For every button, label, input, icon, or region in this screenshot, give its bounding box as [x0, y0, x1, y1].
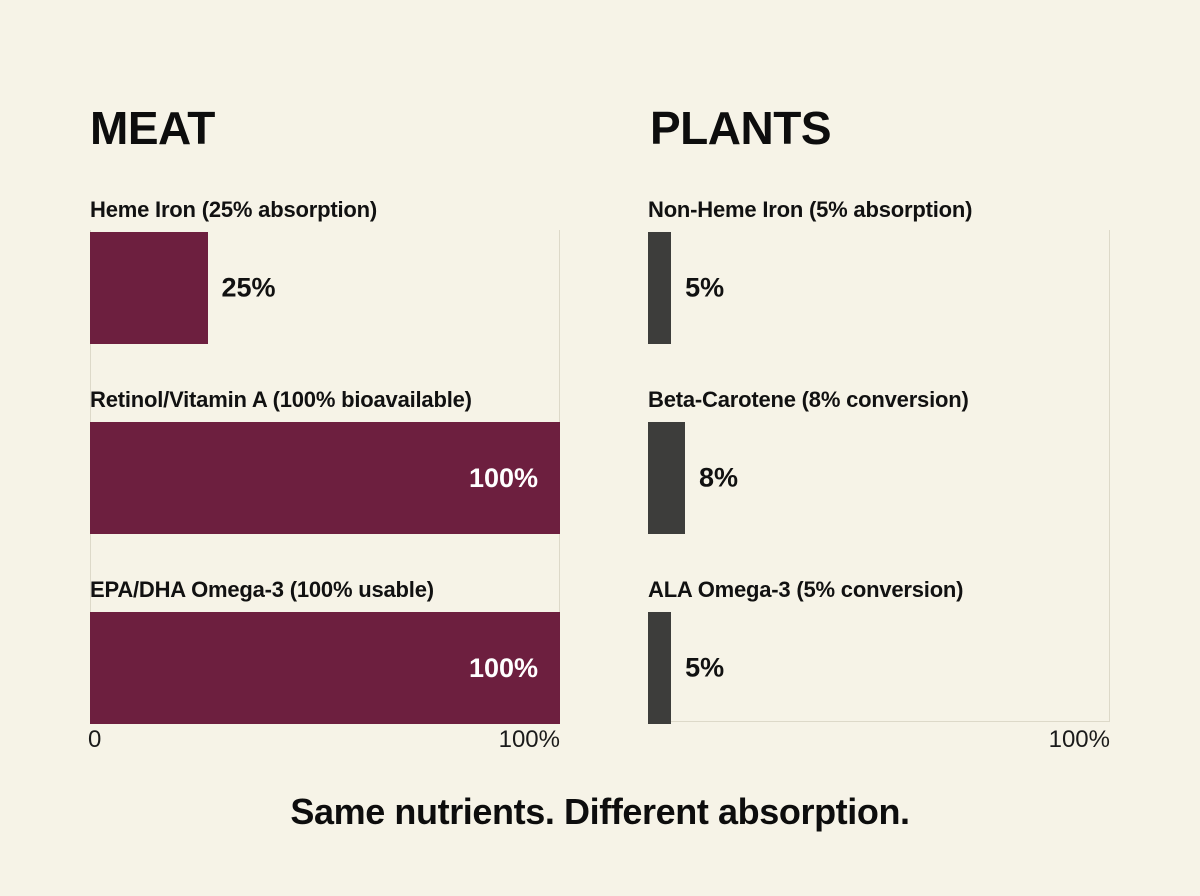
bar-value-label-outside: 25%: [221, 272, 276, 303]
bar-non-heme-iron: [648, 232, 672, 344]
bar-row: Beta-Carotene (8% conversion) 8%: [648, 387, 1110, 534]
bar-heme-iron: [90, 232, 208, 344]
plot-area-meat: Heme Iron (25% absorption) 25% Retinol/V…: [90, 197, 560, 724]
bar-row: Retinol/Vitamin A (100% bioavailable) 10…: [90, 387, 560, 534]
bar-epa-dha-omega-3: 100%: [90, 612, 560, 724]
bar-row-label: EPA/DHA Omega-3 (100% usable): [90, 576, 434, 602]
bar-value-label: 100%: [468, 462, 538, 493]
bar-value-label-outside: 8%: [698, 462, 738, 493]
bar-row: EPA/DHA Omega-3 (100% usable) 100%: [90, 577, 560, 724]
axis-line-right-plants: [1109, 230, 1110, 722]
panel-meat: MEAT Heme Iron (25% absorption) 25% Reti…: [88, 101, 560, 753]
axis-tick-max-plants: 100%: [1048, 726, 1110, 753]
bar-value-label-outside: 5%: [685, 272, 725, 303]
axis-baseline-plants: [648, 721, 1110, 722]
bar-row-label: Beta-Carotene (8% conversion): [648, 386, 969, 412]
footer-caption: Same nutrients. Different absorption.: [290, 791, 910, 832]
bar-value-label: 100%: [468, 652, 538, 683]
panel-title-meat: MEAT: [90, 101, 215, 154]
bar-row-label: ALA Omega-3 (5% conversion): [648, 576, 964, 602]
axis-tick-max-meat: 100%: [498, 726, 560, 753]
bar-row: ALA Omega-3 (5% conversion) 5%: [648, 577, 1110, 724]
panel-plants: PLANTS Non-Heme Iron (5% absorption) 5% …: [620, 0, 1200, 896]
panel-title-plants: PLANTS: [650, 101, 832, 154]
bar-row: Heme Iron (25% absorption) 25%: [90, 197, 560, 344]
bar-row-label: Heme Iron (25% absorption): [90, 196, 377, 222]
bar-row-label: Non-Heme Iron (5% absorption): [648, 196, 973, 222]
axis-tick-min-meat: 0: [88, 726, 102, 753]
bar-row-label: Retinol/Vitamin A (100% bioavailable): [90, 386, 472, 412]
bar-retinol-vitamin-a: 100%: [90, 422, 560, 534]
bar-value-label-outside: 5%: [685, 652, 725, 683]
bar-row: Non-Heme Iron (5% absorption) 5%: [648, 197, 1110, 344]
bar-ala-omega-3: [648, 612, 672, 724]
bar-beta-carotene: [648, 422, 685, 534]
plot-area-plants: Non-Heme Iron (5% absorption) 5% Beta-Ca…: [648, 197, 1110, 724]
